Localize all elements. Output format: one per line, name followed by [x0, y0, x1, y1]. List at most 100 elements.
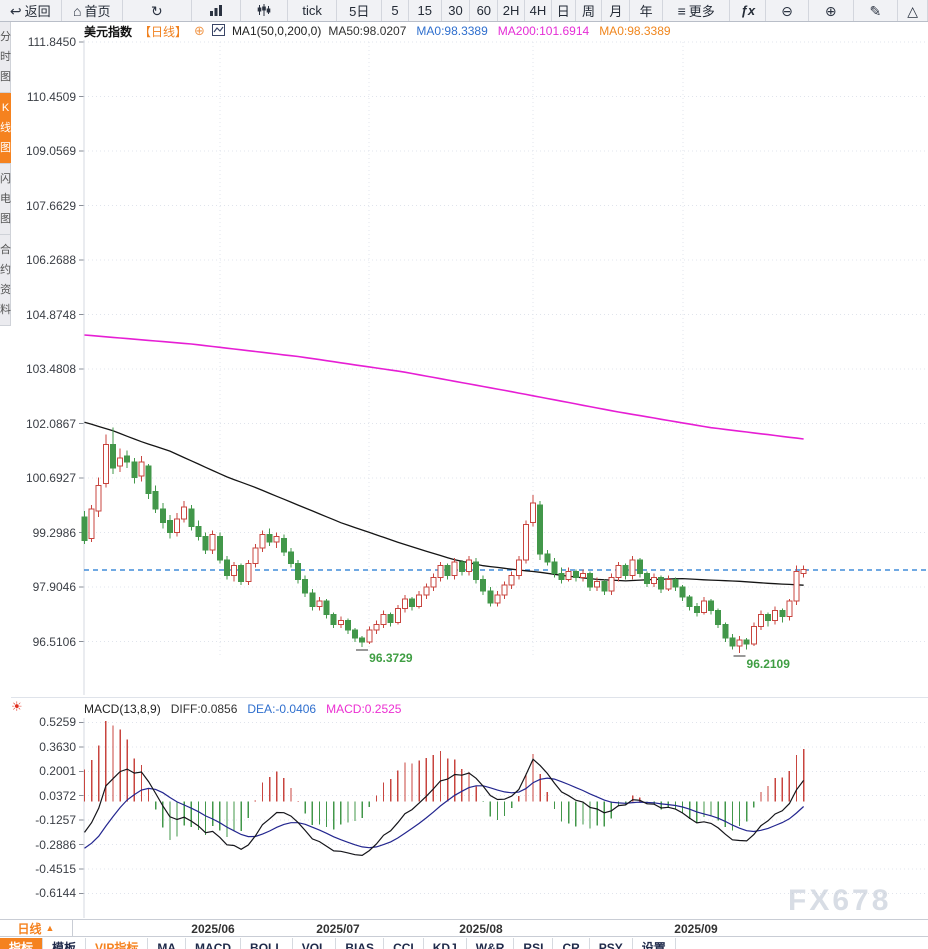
y-axis-tick: 106.2688	[25, 253, 76, 267]
indicator-tab-W&R[interactable]: W&R	[467, 938, 515, 949]
macd-legend: MACD(13,8,9) DIFF:0.0856 DEA:-0.0406 MACD:…	[84, 701, 401, 716]
period-label: 日线	[17, 921, 42, 936]
back-arrow-icon: ↩	[9, 2, 22, 19]
toolbar-label: 4H	[529, 3, 547, 18]
toolbar-label: 15	[417, 3, 432, 18]
legend-value: MA0:98.3389	[416, 24, 488, 38]
toolbar-button-draw[interactable]: ✎	[854, 0, 899, 21]
watermark: FX678	[788, 884, 892, 917]
period-tag: 【日线】	[139, 24, 188, 39]
period-selector-button[interactable]: 日线 ▲	[0, 920, 73, 936]
legend-value: MACD:0.2525	[326, 701, 402, 716]
toolbar-button-more[interactable]: ≡ 更多	[663, 0, 731, 21]
legend-value: DEA:-0.0406	[247, 701, 317, 716]
sidebar-tab-1[interactable]: 分时图	[0, 22, 11, 93]
toolbar-button-back[interactable]: ↩ 返回	[0, 0, 62, 21]
zoom-out-icon: ⊖	[781, 2, 793, 19]
low-price-label: 96.3729	[369, 651, 413, 665]
y-axis-tick: 100.6927	[25, 471, 76, 485]
toolbar-button-interval-week[interactable]: 周	[576, 0, 603, 21]
indicator-tab-BOLL[interactable]: BOLL	[241, 938, 293, 949]
indicator-tab-RSI[interactable]: RSI	[514, 938, 554, 949]
indicator-tab-BIAS[interactable]: BIAS	[336, 938, 385, 949]
toolbar-button-interval-30[interactable]: 30	[442, 0, 471, 21]
indicator-settings-icon[interactable]: ☀	[11, 699, 23, 714]
toolbar-button-chart-type-candle[interactable]	[241, 0, 288, 21]
indicator-tab-模板[interactable]: 模板	[43, 938, 87, 949]
candlestick-icon	[257, 3, 271, 18]
toolbar-button-interval-4h[interactable]: 4H	[525, 0, 552, 21]
triangle-up-icon: ▲	[45, 923, 55, 933]
macd-y-axis-tick: -0.2886	[35, 837, 76, 852]
toolbar-button-interval-month[interactable]: 月	[602, 0, 631, 21]
toolbar-button-zoom-out[interactable]: ⊖	[766, 0, 809, 21]
indicator-tab-MACD[interactable]: MACD	[186, 938, 242, 949]
toolbar-button-fx-functions[interactable]: ƒx	[730, 0, 767, 21]
y-axis-tick: 103.4808	[25, 362, 76, 376]
chart-style-icon[interactable]	[211, 23, 225, 39]
menu-icon: ≡	[677, 2, 686, 19]
pencil-icon: ✎	[869, 2, 882, 19]
y-axis-tick: 96.5106	[32, 634, 76, 649]
toolbar-button-zoom-in[interactable]: ⊕	[809, 0, 854, 21]
diff-line	[84, 758, 805, 857]
toolbar-label: 周	[582, 4, 596, 19]
toolbar-label: 60	[476, 3, 492, 18]
sidebar-tab-4[interactable]: 合约资料	[0, 235, 11, 326]
macd-values: DIFF:0.0856 DEA:-0.0406 MACD:0.2525	[171, 702, 402, 716]
x-axis-label: 2025/09	[674, 922, 718, 936]
toolbar-button-interval-5d[interactable]: 5日	[337, 0, 383, 21]
indicator-tab-指标[interactable]: 指标	[0, 938, 44, 949]
refresh-icon: ↻	[150, 2, 163, 19]
toolbar-button-interval-60[interactable]: 60	[470, 0, 499, 21]
symbol-title: 美元指数	[84, 24, 133, 39]
toolbar-label: 更多	[688, 4, 715, 19]
indicator-tab-设置[interactable]: 设置	[633, 938, 676, 949]
x-axis-labels: 2025/06 2025/07 2025/08 2025/09	[0, 920, 928, 938]
y-axis-tick: 104.8748	[25, 307, 76, 322]
toolbar-button-interval-15[interactable]: 15	[409, 0, 442, 21]
toolbar-label: 日	[556, 4, 570, 19]
indicator-tab-VOL[interactable]: VOL	[293, 938, 337, 949]
indicator-tab-KDJ[interactable]: KDJ	[424, 938, 467, 949]
indicator-tab-VIP指标[interactable]: VIP指标	[86, 938, 149, 949]
toolbar-button-shapes[interactable]: △	[898, 0, 928, 21]
y-axis-tick: 97.9046	[32, 580, 76, 594]
y-axis-tick: 111.8450	[27, 35, 76, 49]
low-price-label: 96.2109	[747, 657, 791, 671]
macd-y-axis-tick: 0.0372	[39, 788, 76, 803]
toolbar-label: tick	[302, 3, 322, 18]
toolbar-button-home[interactable]: ⌂ 首页	[62, 0, 124, 21]
fx-icon: ƒx	[740, 3, 756, 18]
macd-y-axis-tick: -0.4515	[35, 861, 76, 876]
toolbar-label: 5	[391, 3, 399, 18]
toolbar-button-interval-day[interactable]: 日	[552, 0, 576, 21]
toolbar-button-interval-year[interactable]: 年	[630, 0, 663, 21]
toolbar-button-chart-type-bar[interactable]	[192, 0, 242, 21]
top-toolbar: ↩ 返回 ⌂ 首页 ↻ tick 5日 5 15 30 60 2H 4H 日周月年 ≡ 更多 ƒx ⊖ ⊕ ✎ △	[0, 0, 928, 22]
indicator-tab-CCI[interactable]: CCI	[384, 938, 424, 949]
toolbar-button-interval-tick[interactable]: tick	[288, 0, 338, 21]
macd-y-axis-tick: -0.6144	[35, 886, 76, 901]
x-axis-label: 2025/06	[191, 922, 235, 936]
sidebar-tab-3[interactable]: 闪电图	[0, 164, 11, 235]
add-indicator-icon[interactable]: ⊕	[194, 23, 205, 38]
legend-value: MA0:98.3389	[599, 24, 671, 38]
sidebar-tab-2[interactable]: K线图	[0, 93, 11, 164]
y-axis-tick: 109.0569	[25, 144, 76, 158]
indicator-tab-MA[interactable]: MA	[148, 938, 187, 949]
legend-value: DIFF:0.0856	[170, 701, 238, 716]
indicator-tab-CR[interactable]: CR	[553, 938, 590, 949]
macd-panel[interactable]	[78, 718, 928, 918]
indicator-tab-PSY[interactable]: PSY	[590, 938, 633, 949]
candlestick-series	[81, 427, 807, 654]
y-axis-tick: 99.2986	[32, 525, 76, 540]
ma-values: MA50:98.0207 MA0:98.3389 MA200:101.6914 MA0…	[328, 24, 670, 38]
toolbar-button-refresh[interactable]: ↻	[123, 0, 192, 21]
toolbar-button-interval-5[interactable]: 5	[382, 0, 409, 21]
main-price-chart[interactable]: 96.3729 96.2109	[78, 40, 928, 696]
toolbar-label: 年	[639, 4, 653, 19]
y-axis-tick: 110.4509	[26, 89, 76, 104]
toolbar-button-interval-2h[interactable]: 2H	[498, 0, 526, 21]
